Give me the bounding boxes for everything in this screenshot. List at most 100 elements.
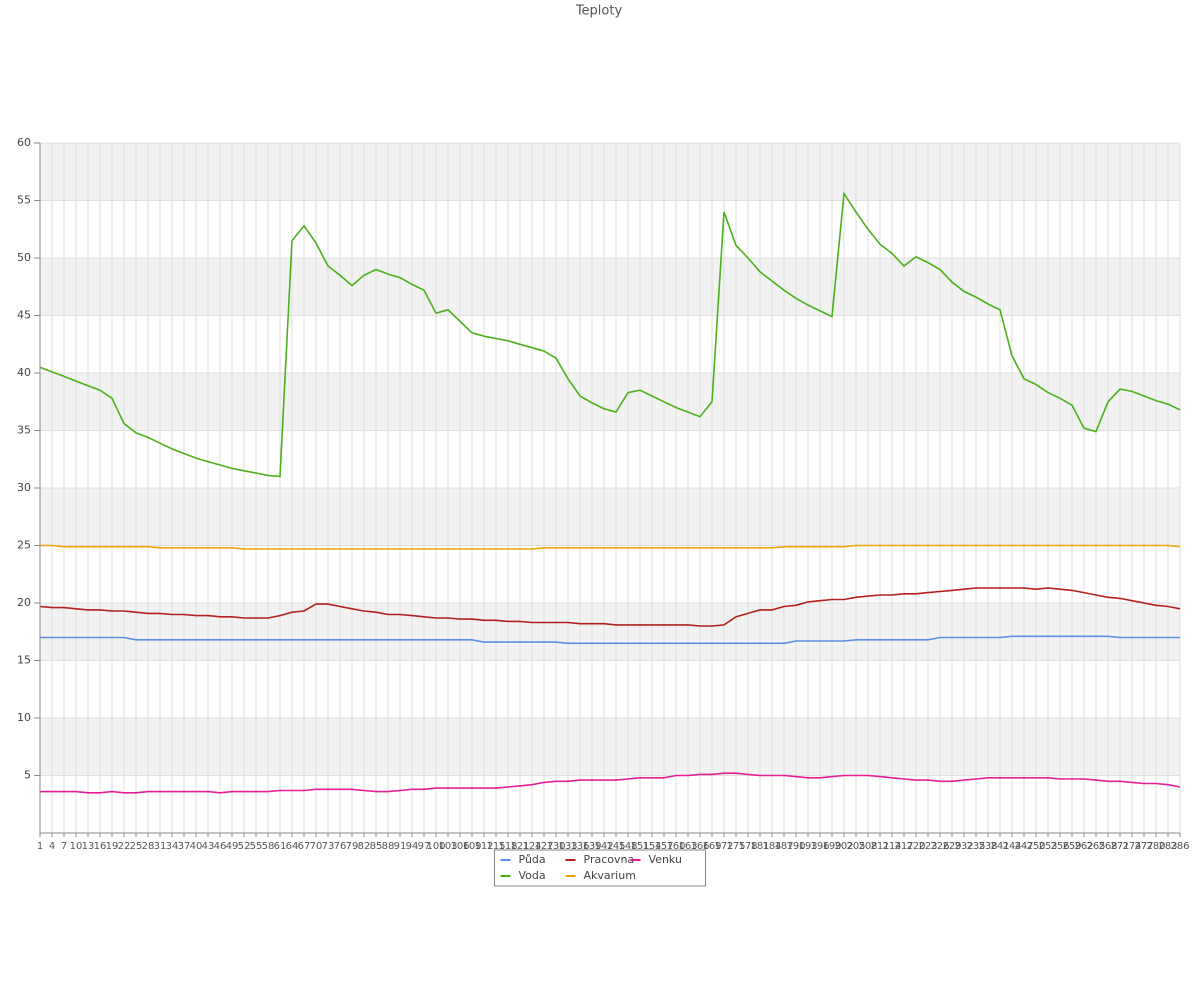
y-tick-label: 50	[17, 251, 31, 264]
x-tick-label: 46	[214, 841, 227, 852]
x-tick-label: 244	[1002, 841, 1021, 852]
legend-label: Voda	[519, 869, 546, 882]
x-tick-label: 118	[498, 841, 517, 852]
x-tick-label: 196	[810, 841, 829, 852]
x-tick-label: 190	[786, 841, 805, 852]
x-tick-label: 166	[690, 841, 709, 852]
x-tick-label: 217	[894, 841, 913, 852]
x-tick-label: 214	[882, 841, 901, 852]
x-tick-label: 55	[250, 841, 263, 852]
x-tick-label: 106	[450, 841, 469, 852]
x-tick-label: 7	[61, 841, 67, 852]
grid-band	[40, 603, 1180, 661]
x-tick-label: 223	[918, 841, 937, 852]
x-tick-label: 124	[522, 841, 541, 852]
y-tick-label: 15	[17, 654, 31, 667]
x-tick-label: 175	[726, 841, 745, 852]
x-tick-label: 22	[118, 841, 131, 852]
x-tick-label: 100	[426, 841, 445, 852]
x-tick-label: 10	[70, 841, 83, 852]
x-tick-label: 256	[1050, 841, 1069, 852]
x-tick-label: 49	[226, 841, 239, 852]
x-tick-label: 31	[154, 841, 167, 852]
grid-band	[40, 373, 1180, 431]
x-tick-label: 184	[762, 841, 781, 852]
x-tick-label: 13	[82, 841, 95, 852]
x-tick-label: 25	[130, 841, 143, 852]
x-tick-label: 169	[702, 841, 721, 852]
y-tick-label: 25	[17, 539, 31, 552]
legend-label: Akvarium	[584, 869, 636, 882]
x-tick-label: 82	[358, 841, 371, 852]
x-tick-label: 145	[606, 841, 625, 852]
x-tick-label: 40	[190, 841, 203, 852]
x-tick-label: 160	[666, 841, 685, 852]
grid-band	[40, 258, 1180, 316]
x-tick-label: 37	[178, 841, 191, 852]
x-tick-label: 34	[166, 841, 179, 852]
x-tick-label: 109	[462, 841, 481, 852]
x-tick-label: 115	[486, 841, 505, 852]
x-tick-label: 19	[106, 841, 119, 852]
x-tick-label: 286	[1170, 841, 1189, 852]
series-line	[39, 191, 1181, 478]
x-tick-label: 271	[1110, 841, 1129, 852]
x-tick-label: 16	[94, 841, 107, 852]
y-tick-label: 20	[17, 596, 31, 609]
x-tick-label: 205	[846, 841, 865, 852]
x-tick-label: 142	[594, 841, 613, 852]
x-tick-label: 238	[978, 841, 997, 852]
x-tick-label: 94	[406, 841, 419, 852]
y-tick-label: 30	[17, 481, 31, 494]
series-line	[40, 772, 1181, 794]
x-tick-label: 262	[1074, 841, 1093, 852]
x-tick-label: 70	[310, 841, 323, 852]
legend-box	[494, 849, 706, 887]
x-tick-label: 85	[370, 841, 383, 852]
x-tick-label: 241	[990, 841, 1009, 852]
x-tick-label: 154	[642, 841, 661, 852]
x-tick-label: 250	[1026, 841, 1045, 852]
x-tick-label: 79	[346, 841, 359, 852]
x-tick-label: 187	[774, 841, 793, 852]
x-tick-label: 178	[738, 841, 757, 852]
legend-label: Pracovna	[584, 853, 635, 866]
x-tick-label: 181	[750, 841, 769, 852]
x-tick-label: 28	[142, 841, 155, 852]
x-tick-label: 112	[474, 841, 493, 852]
x-tick-label: 4	[49, 841, 55, 852]
x-tick-label: 211	[870, 841, 889, 852]
y-tick-label: 55	[17, 194, 31, 207]
x-tick-label: 151	[630, 841, 649, 852]
chart-title: Teploty	[575, 4, 623, 19]
x-tick-label: 97	[418, 841, 431, 852]
x-tick-label: 259	[1062, 841, 1081, 852]
x-tick-label: 67	[298, 841, 311, 852]
x-tick-label: 130	[546, 841, 565, 852]
x-tick-label: 103	[438, 841, 457, 852]
x-tick-label: 88	[382, 841, 395, 852]
x-tick-label: 274	[1122, 841, 1141, 852]
x-tick-label: 220	[906, 841, 925, 852]
x-tick-label: 52	[238, 841, 251, 852]
x-tick-label: 268	[1098, 841, 1117, 852]
x-tick-label: 277	[1134, 841, 1153, 852]
x-tick-label: 43	[202, 841, 215, 852]
y-tick-label: 5	[24, 769, 31, 782]
x-tick-label: 235	[966, 841, 985, 852]
y-tick-label: 60	[17, 136, 31, 149]
series-line	[39, 587, 1181, 627]
grid-band	[40, 143, 1180, 201]
x-tick-label: 280	[1146, 841, 1165, 852]
x-tick-label: 148	[618, 841, 637, 852]
legend-label: Půda	[519, 853, 546, 866]
legend-label: Venku	[649, 853, 682, 866]
x-tick-label: 139	[582, 841, 601, 852]
x-tick-label: 58	[262, 841, 275, 852]
x-tick-label: 91	[394, 841, 407, 852]
x-tick-label: 232	[954, 841, 973, 852]
x-tick-label: 64	[286, 841, 299, 852]
x-tick-label: 157	[654, 841, 673, 852]
x-tick-label: 208	[858, 841, 877, 852]
